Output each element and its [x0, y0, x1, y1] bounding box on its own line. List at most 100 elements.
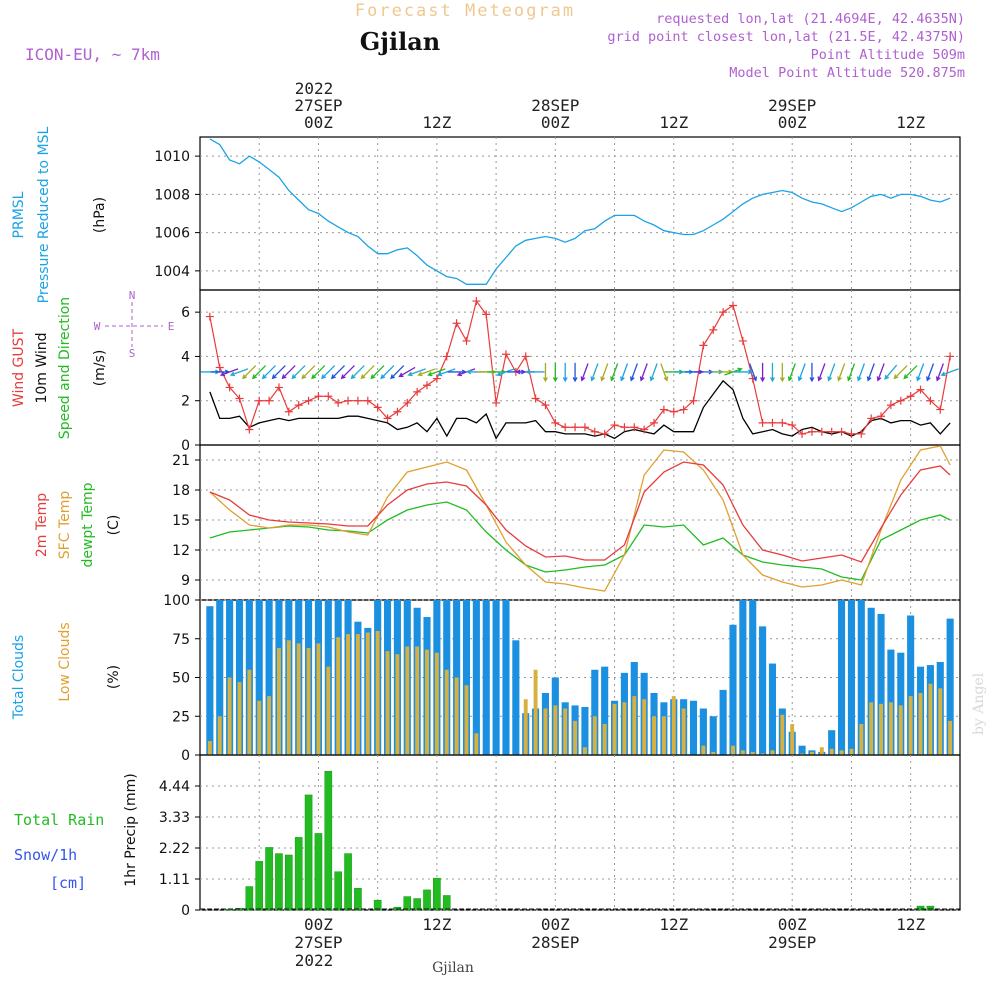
model-altitude: Model Point Altitude 520.875m	[729, 65, 965, 81]
top-time-label: 00Z	[304, 113, 333, 132]
low-cloud-bar	[948, 720, 953, 755]
grid-coords: grid point closest lon,lat (21.5E, 42.43…	[607, 29, 965, 45]
wind-direction-arrow	[847, 363, 856, 382]
total-cloud-bar	[591, 669, 599, 755]
snow-unit: [cm]	[50, 874, 86, 892]
wind-direction-arrow	[219, 368, 239, 377]
y-tick-label: 100	[163, 593, 190, 609]
wind-direction-arrow	[271, 365, 286, 380]
gust-marker	[857, 429, 866, 438]
wind-direction-arrow	[311, 365, 326, 380]
low-cloud-bar	[888, 702, 893, 755]
y-tick-label: 18	[172, 483, 190, 499]
total-cloud-bar	[206, 606, 214, 755]
low-cloud-bar	[346, 634, 351, 755]
gust-marker	[600, 429, 609, 438]
low-cloud-bar	[395, 654, 400, 755]
total-cloud-bar	[699, 708, 707, 755]
low-cloud-bar	[257, 700, 262, 755]
y-tick-label: 1006	[154, 226, 190, 242]
low-cloud-bar	[809, 751, 814, 755]
wind-direction-arrow	[809, 362, 815, 383]
low-cloud-bar	[829, 748, 834, 755]
low-cloud-bar	[316, 643, 321, 755]
footer-location: Gjilan	[432, 960, 474, 976]
gust-marker	[837, 427, 846, 436]
wind-direction-arrow	[427, 368, 446, 377]
panel-frame	[199, 444, 961, 601]
point-altitude: Point Altitude 509m	[811, 47, 965, 63]
t2m-line	[209, 461, 951, 563]
gust-marker	[679, 405, 688, 414]
low-cloud-bar	[375, 631, 380, 755]
low-cloud-bar	[592, 716, 597, 755]
gust-marker	[561, 423, 570, 432]
low-cloud-bar	[800, 753, 805, 755]
gust-marker	[719, 308, 728, 317]
wind-direction-arrow	[779, 362, 785, 383]
precip-bar	[413, 898, 421, 911]
gust-marker	[896, 396, 905, 405]
wind-direction-arrow	[620, 363, 629, 382]
total-clouds-label: Total Clouds	[11, 635, 27, 720]
gust-marker	[541, 401, 550, 410]
low-cloud-bar	[296, 643, 301, 755]
low-cloud-bar	[879, 703, 883, 755]
prmsl-line	[209, 138, 951, 285]
panel-frame	[199, 136, 961, 291]
gust-marker	[413, 387, 422, 396]
precip-bar	[423, 889, 431, 911]
wind-direction-arrow	[360, 365, 375, 380]
total-cloud-bar	[798, 745, 806, 755]
prmsl-unit: (hPa)	[92, 197, 108, 233]
y-tick-label: 1004	[154, 264, 190, 280]
precip-unit: 1hr Precip (mm)	[123, 773, 139, 886]
wind-direction-arrow	[301, 365, 316, 380]
gust-marker	[758, 418, 767, 427]
gust-marker	[886, 401, 895, 410]
wind-direction-arrow	[407, 368, 426, 377]
y-tick-label: 2	[181, 394, 190, 410]
total-cloud-bar	[828, 730, 836, 755]
wind-panel: 0 2 4 6	[181, 289, 961, 454]
low-cloud-bar	[267, 696, 272, 755]
wind-direction-arrow	[733, 369, 754, 375]
compass-rose: N S W E	[94, 289, 175, 360]
gust-marker	[482, 310, 491, 319]
bottom-time-label: 12Z	[659, 915, 688, 934]
precip-labels: Total Rain Snow/1h [cm] 1hr Precip (mm)	[14, 773, 139, 892]
low-cloud-bar	[602, 724, 607, 755]
low-cloud-bar	[464, 685, 469, 755]
compass-s: S	[129, 347, 136, 360]
precip-bar	[255, 861, 264, 911]
gust-marker	[728, 301, 737, 310]
wind-direction-arrow	[525, 369, 545, 375]
total-cloud-bar	[907, 615, 915, 755]
wind-labels: Wind GUST 10m Wind Speed and Direction (…	[11, 289, 174, 439]
low-cloud-bar	[898, 705, 903, 755]
wind-direction-arrow	[281, 365, 296, 380]
total-cloud-bar	[838, 600, 846, 755]
precip-bar	[265, 847, 273, 911]
wind-direction-arrow	[940, 368, 959, 377]
low-cloud-bar	[444, 669, 449, 755]
total-cloud-bar	[472, 600, 480, 755]
gust-marker	[798, 429, 807, 438]
gust-marker	[235, 394, 244, 403]
bottom-time-label: 00Z	[778, 915, 807, 934]
precip-bar	[442, 895, 451, 911]
model-label: ICON-EU, ~ 7km	[25, 45, 160, 64]
gust-marker	[521, 352, 530, 361]
wind-direction-arrow	[639, 363, 648, 382]
wind-direction-arrow	[572, 362, 578, 383]
y-tick-label: 15	[172, 513, 190, 529]
wind-direction-arrow	[580, 363, 589, 382]
y-tick-label: 0	[181, 748, 190, 764]
low-cloud-bar	[612, 703, 617, 755]
wind-direction-arrow	[903, 365, 918, 380]
low-cloud-bar	[247, 669, 252, 755]
wind-direction-arrow	[229, 368, 249, 377]
total-cloud-bar	[877, 613, 885, 755]
wind-direction-arrow	[350, 365, 365, 380]
